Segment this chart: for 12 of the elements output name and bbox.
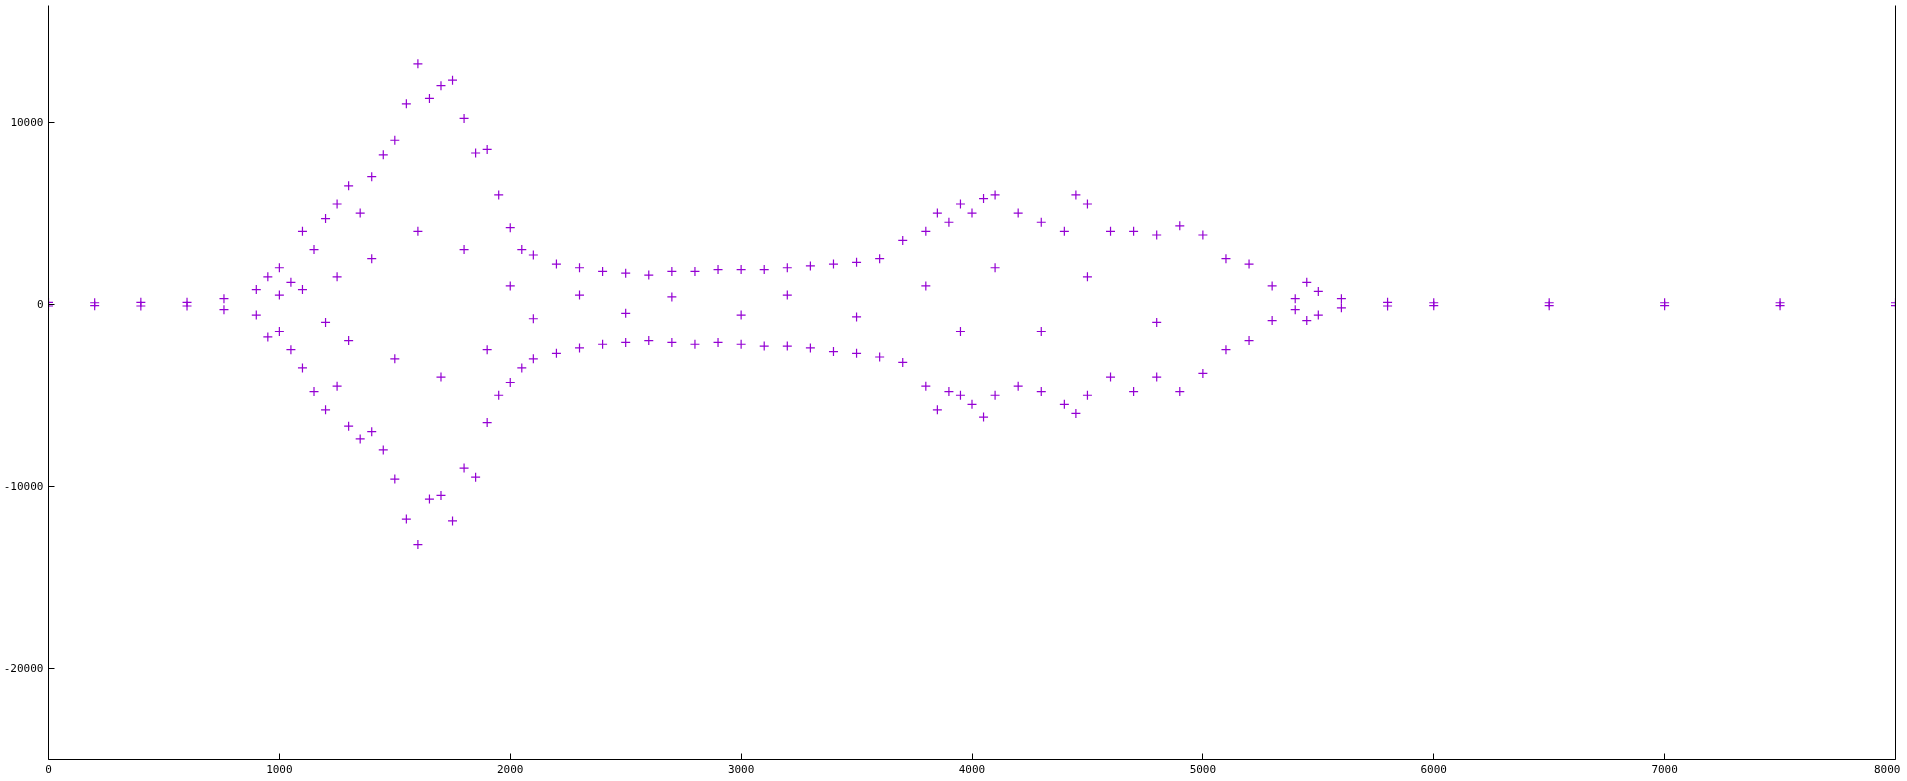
y-tick-label: 0 bbox=[36, 298, 44, 312]
y-tick-label: 10000 bbox=[10, 116, 44, 130]
y-tick-label: -20000 bbox=[3, 662, 44, 676]
y-tick-label: -10000 bbox=[3, 480, 44, 494]
x-tick-label: 8000 bbox=[1874, 762, 1901, 776]
x-tick-label: 4000 bbox=[958, 762, 986, 776]
x-tick-label: 5000 bbox=[1189, 762, 1217, 776]
x-tick-label: 2000 bbox=[497, 762, 524, 776]
x-tick-label: 6000 bbox=[1420, 762, 1447, 776]
x-tick-label: 1000 bbox=[266, 762, 293, 776]
x-tick-label: 7000 bbox=[1651, 762, 1678, 776]
x-tick-label: 3000 bbox=[727, 762, 755, 776]
